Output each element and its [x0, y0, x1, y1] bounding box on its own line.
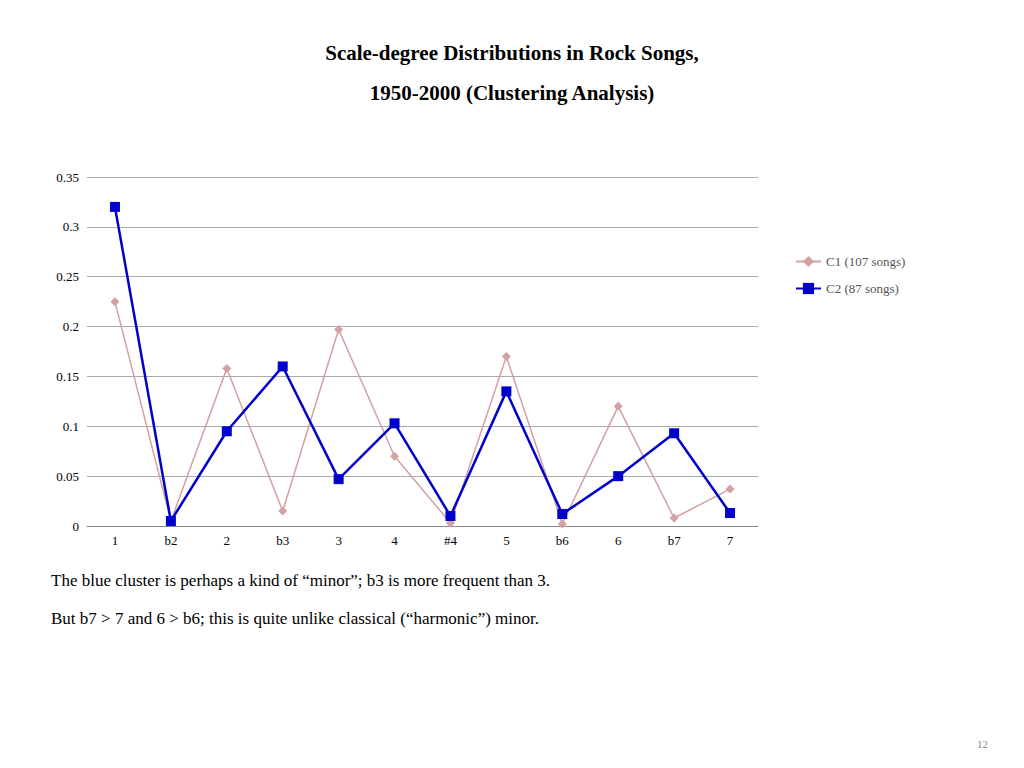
svg-text:C1 (107 songs): C1 (107 songs): [826, 254, 905, 269]
svg-text:12: 12: [977, 738, 988, 750]
svg-text:3: 3: [335, 533, 342, 548]
svg-text:#4: #4: [444, 533, 458, 548]
svg-text:The blue cluster is perhaps a: The blue cluster is perhaps a kind of “m…: [51, 571, 550, 590]
svg-text:4: 4: [391, 533, 398, 548]
svg-text:0.2: 0.2: [63, 319, 79, 334]
svg-text:0.3: 0.3: [63, 219, 79, 234]
svg-text:C2 (87 songs): C2 (87 songs): [826, 281, 899, 296]
svg-text:6: 6: [615, 533, 622, 548]
svg-text:0.15: 0.15: [56, 369, 79, 384]
svg-text:But b7 > 7 and 6 > b6; this is: But b7 > 7 and 6 > b6; this is quite unl…: [51, 609, 539, 628]
svg-text:7: 7: [727, 533, 734, 548]
svg-text:b3: b3: [276, 533, 289, 548]
svg-text:b7: b7: [668, 533, 682, 548]
svg-text:1950-2000 (Clustering Analysis: 1950-2000 (Clustering Analysis): [370, 81, 655, 105]
svg-text:0.35: 0.35: [56, 170, 79, 185]
svg-text:0.1: 0.1: [63, 419, 79, 434]
svg-text:1: 1: [112, 533, 119, 548]
svg-text:0.25: 0.25: [56, 269, 79, 284]
svg-text:5: 5: [503, 533, 510, 548]
svg-text:0: 0: [73, 519, 80, 534]
svg-text:b6: b6: [556, 533, 570, 548]
svg-text:0.05: 0.05: [56, 469, 79, 484]
svg-text:b2: b2: [164, 533, 177, 548]
svg-text:2: 2: [224, 533, 231, 548]
svg-text:Scale-degree Distributions in: Scale-degree Distributions in Rock Songs…: [325, 41, 699, 65]
